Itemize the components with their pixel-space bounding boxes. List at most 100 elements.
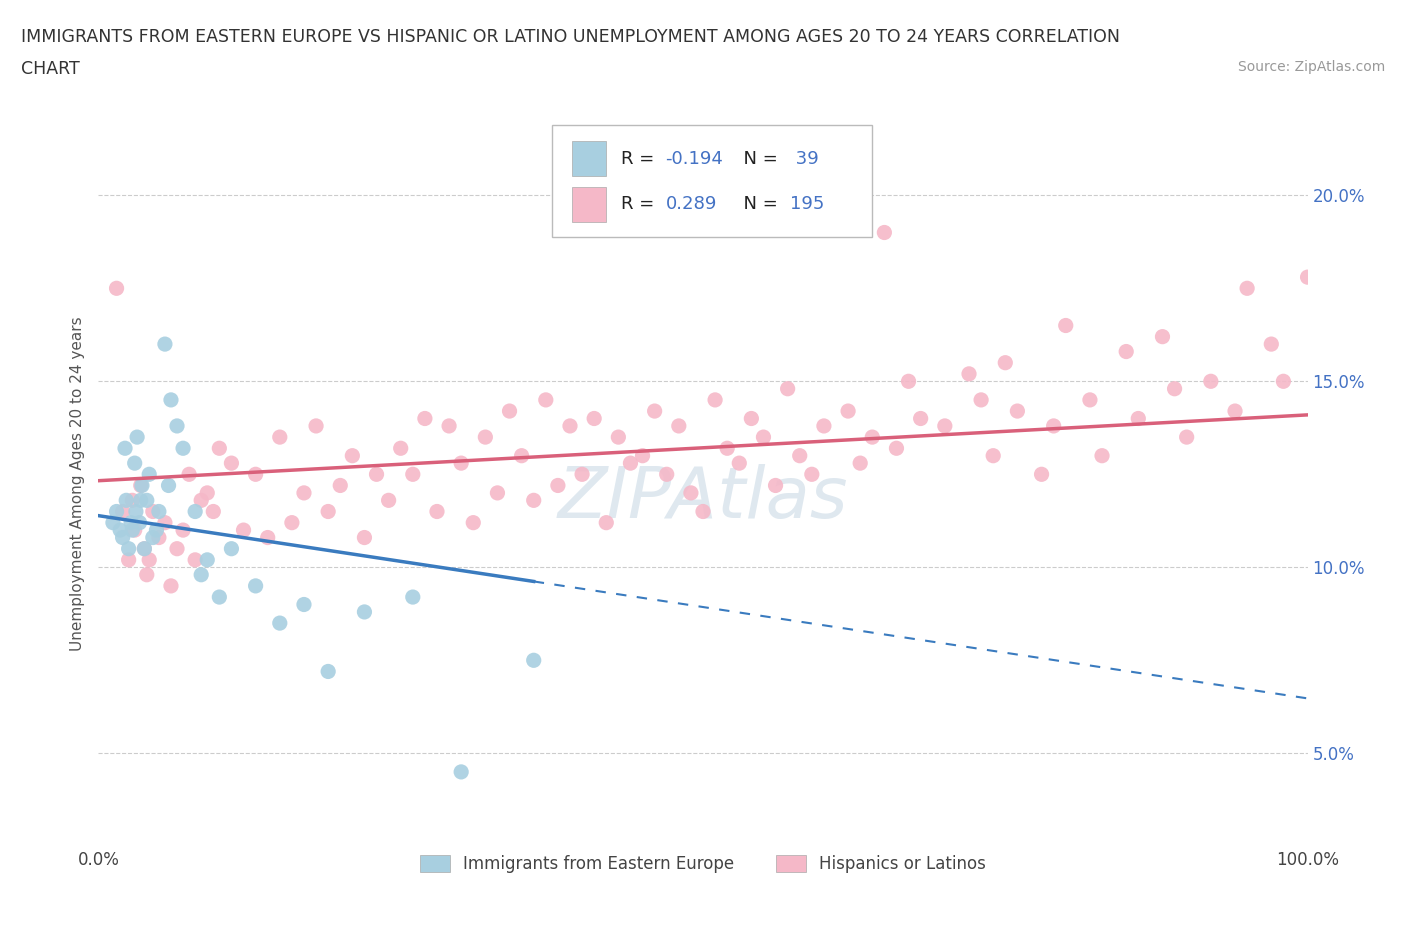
Point (118, 552, 141, 567)
Point (121, 523, 143, 538)
Point (269, 430, 291, 445)
Point (134, 541, 156, 556)
Y-axis label: Unemployment Among Ages 20 to 24 years: Unemployment Among Ages 20 to 24 years (69, 316, 84, 651)
FancyBboxPatch shape (551, 125, 872, 237)
Point (316, 664, 339, 679)
Point (655, 467, 678, 482)
FancyBboxPatch shape (572, 141, 606, 176)
Point (208, 590, 231, 604)
Point (221, 541, 243, 556)
Text: 0.289: 0.289 (665, 195, 717, 213)
Point (245, 578, 267, 593)
Point (111, 530, 134, 545)
Point (329, 478, 352, 493)
Point (115, 493, 138, 508)
Point (402, 467, 425, 482)
Point (1007, 404, 1029, 418)
Point (195, 552, 218, 567)
Point (131, 478, 153, 493)
Point (353, 604, 375, 619)
Point (166, 418, 188, 433)
Point (474, 430, 496, 445)
Point (728, 456, 751, 471)
Point (1236, 281, 1258, 296)
Point (679, 485, 702, 500)
Text: IMMIGRANTS FROM EASTERN EUROPE VS HISPANIC OR LATINO UNEMPLOYMENT AMONG AGES 20 : IMMIGRANTS FROM EASTERN EUROPE VS HISPAN… (21, 28, 1121, 46)
Point (121, 493, 143, 508)
Point (142, 504, 165, 519)
Point (1199, 374, 1222, 389)
Point (498, 404, 520, 418)
Point (377, 493, 399, 508)
Point (127, 430, 149, 445)
Point (208, 441, 231, 456)
Point (118, 541, 141, 556)
Point (1042, 418, 1064, 433)
Point (704, 392, 727, 407)
Text: 39: 39 (790, 150, 818, 167)
Point (153, 337, 176, 352)
Point (740, 411, 762, 426)
Point (1115, 344, 1137, 359)
Point (135, 493, 157, 508)
Point (101, 515, 124, 530)
Point (934, 418, 956, 433)
Point (981, 448, 1004, 463)
Point (305, 418, 328, 433)
Point (160, 578, 183, 593)
Text: R =: R = (621, 150, 659, 167)
Point (776, 381, 799, 396)
Point (752, 430, 775, 445)
Text: N =: N = (733, 150, 783, 167)
Point (105, 281, 128, 296)
Point (463, 515, 485, 530)
Point (523, 493, 546, 508)
Point (153, 515, 176, 530)
Point (644, 404, 666, 418)
Point (129, 478, 152, 493)
Point (789, 448, 811, 463)
Point (111, 504, 134, 519)
Point (195, 485, 218, 500)
Text: ZIPAtlas: ZIPAtlas (558, 464, 848, 533)
Point (292, 485, 315, 500)
Point (813, 418, 835, 433)
Point (970, 392, 993, 407)
Point (148, 504, 170, 519)
Point (389, 441, 412, 456)
Point (166, 541, 188, 556)
Point (134, 541, 156, 556)
Point (160, 392, 183, 407)
Legend: Immigrants from Eastern Europe, Hispanics or Latinos: Immigrants from Eastern Europe, Hispanic… (412, 846, 994, 882)
Point (221, 456, 243, 471)
Text: N =: N = (733, 195, 783, 213)
Point (353, 530, 375, 545)
Point (547, 478, 569, 493)
Point (145, 523, 167, 538)
Point (1260, 337, 1282, 352)
Point (510, 448, 533, 463)
Point (105, 504, 128, 519)
Point (1223, 404, 1246, 418)
Point (184, 504, 207, 519)
Point (849, 456, 872, 471)
Point (114, 441, 136, 456)
Point (692, 504, 714, 519)
Point (1152, 329, 1174, 344)
Point (292, 597, 315, 612)
Point (1296, 270, 1319, 285)
Point (765, 478, 787, 493)
Point (157, 478, 180, 493)
Point (860, 430, 883, 445)
Point (281, 515, 304, 530)
Point (837, 404, 859, 418)
Point (668, 418, 690, 433)
Point (1175, 430, 1198, 445)
Point (426, 504, 449, 519)
Point (583, 411, 606, 426)
Point (450, 456, 472, 471)
Point (108, 523, 131, 538)
Point (607, 430, 630, 445)
Point (558, 418, 581, 433)
Point (994, 355, 1017, 370)
